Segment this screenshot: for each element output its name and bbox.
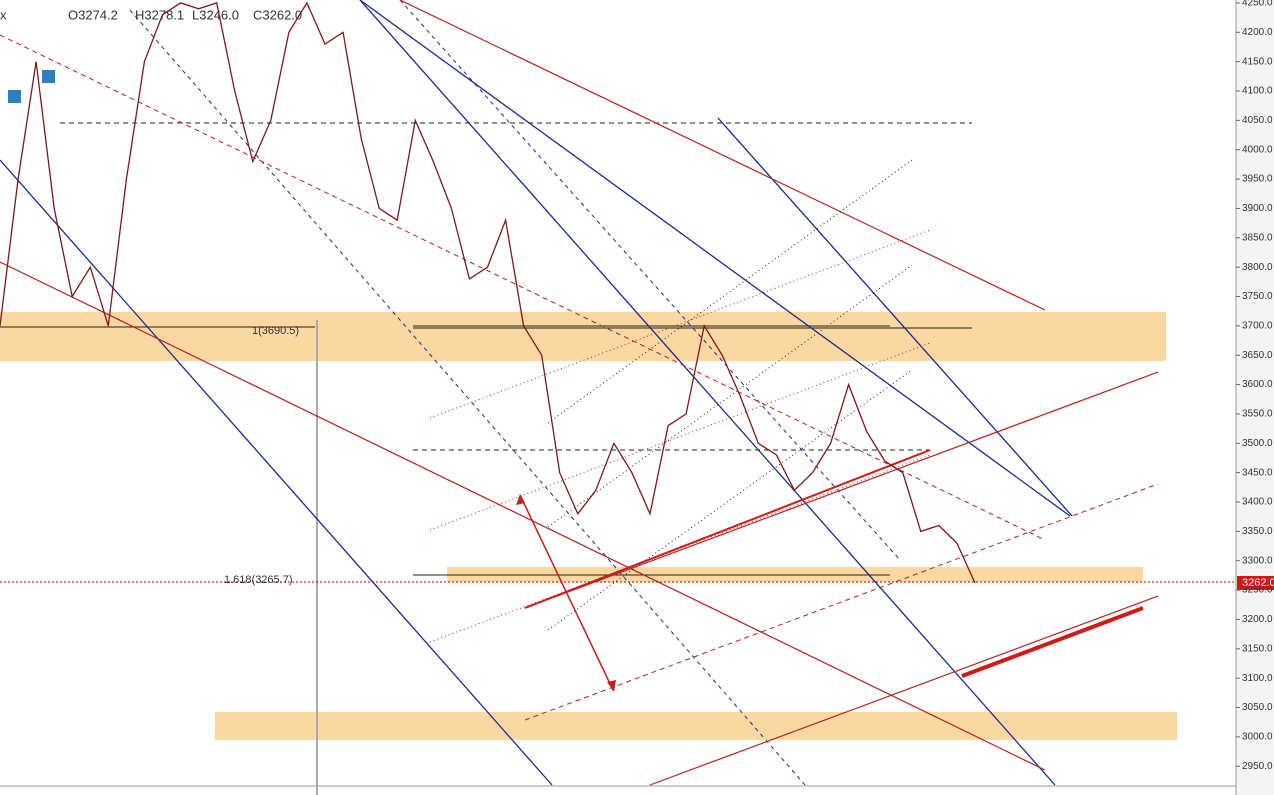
fib-label: 1(3690.5) — [252, 325, 299, 337]
drawing-line — [649, 595, 1159, 786]
zone — [1237, 576, 1274, 590]
y-tick-label: 3050.0 — [1242, 702, 1273, 713]
y-tick-label: 2950.0 — [1242, 761, 1273, 772]
drawing-line — [547, 159, 913, 424]
zone — [1236, 0, 1274, 795]
ohlc-high: H3278.1 — [135, 7, 184, 22]
y-tick-label: 4200.0 — [1242, 27, 1273, 38]
drawing-line — [0, 159, 553, 786]
ohlc-low: L3246.0 — [192, 7, 239, 22]
y-tick-label: 3400.0 — [1242, 497, 1273, 508]
y-tick-label: 3250.0 — [1242, 585, 1273, 596]
y-tick-label: 4150.0 — [1242, 56, 1273, 67]
y-tick-label: 3950.0 — [1242, 174, 1273, 185]
symbol: x — [0, 7, 7, 22]
y-tick-label: 3300.0 — [1242, 555, 1273, 566]
y-tick-label: 3000.0 — [1242, 732, 1273, 743]
drawing-line — [524, 371, 1159, 609]
y-tick-label: 4100.0 — [1242, 86, 1273, 97]
drawing-line — [524, 449, 931, 609]
zone — [215, 712, 1177, 740]
y-tick-label: 3700.0 — [1242, 321, 1273, 332]
ohlc-open: O3274.2 — [68, 7, 118, 22]
y-tick-label: 3350.0 — [1242, 526, 1273, 537]
drawing-line — [519, 494, 614, 691]
drawing-line — [399, 0, 1046, 311]
drawing-line — [524, 483, 1159, 721]
y-tick-label: 3800.0 — [1242, 262, 1273, 273]
y-tick-label: 3850.0 — [1242, 232, 1273, 243]
ohlc-close: C3262.0 — [253, 7, 302, 22]
y-tick-label: 4050.0 — [1242, 115, 1273, 126]
drawing-line — [429, 454, 931, 643]
drawing-line — [359, 0, 1071, 517]
drawing-line — [547, 369, 913, 631]
drawing-line — [717, 117, 1073, 517]
drawing-line — [961, 606, 1144, 678]
indicator-icon[interactable] — [42, 70, 55, 83]
y-tick-label: 3650.0 — [1242, 350, 1273, 361]
fib-label: 1.618(3265.7) — [224, 574, 293, 586]
y-tick-label: 3550.0 — [1242, 409, 1273, 420]
drawing-line — [359, 0, 1056, 786]
drawing-line — [547, 264, 913, 528]
drawing-line — [607, 680, 616, 692]
y-tick-label: 3150.0 — [1242, 643, 1273, 654]
drawing-line — [0, 34, 1046, 541]
y-tick-label: 3100.0 — [1242, 673, 1273, 684]
drawing-line — [0, 261, 1046, 771]
price-line — [0, 1, 976, 584]
drawing-line — [129, 9, 806, 786]
drawing-line — [516, 494, 525, 505]
y-tick-label: 3500.0 — [1242, 438, 1273, 449]
y-tick-label: 3750.0 — [1242, 291, 1273, 302]
y-tick-label: 3450.0 — [1242, 467, 1273, 478]
y-tick-label: 4250.0 — [1242, 0, 1273, 9]
drawing-line — [429, 342, 931, 531]
y-tick-label: 3900.0 — [1242, 203, 1273, 214]
price-label: 3262.0 — [1242, 577, 1274, 589]
y-tick-label: 3200.0 — [1242, 614, 1273, 625]
y-tick-label: 3600.0 — [1242, 379, 1273, 390]
y-tick-label: 4000.0 — [1242, 144, 1273, 155]
zone — [0, 312, 1166, 361]
indicator-icon[interactable] — [8, 90, 21, 103]
